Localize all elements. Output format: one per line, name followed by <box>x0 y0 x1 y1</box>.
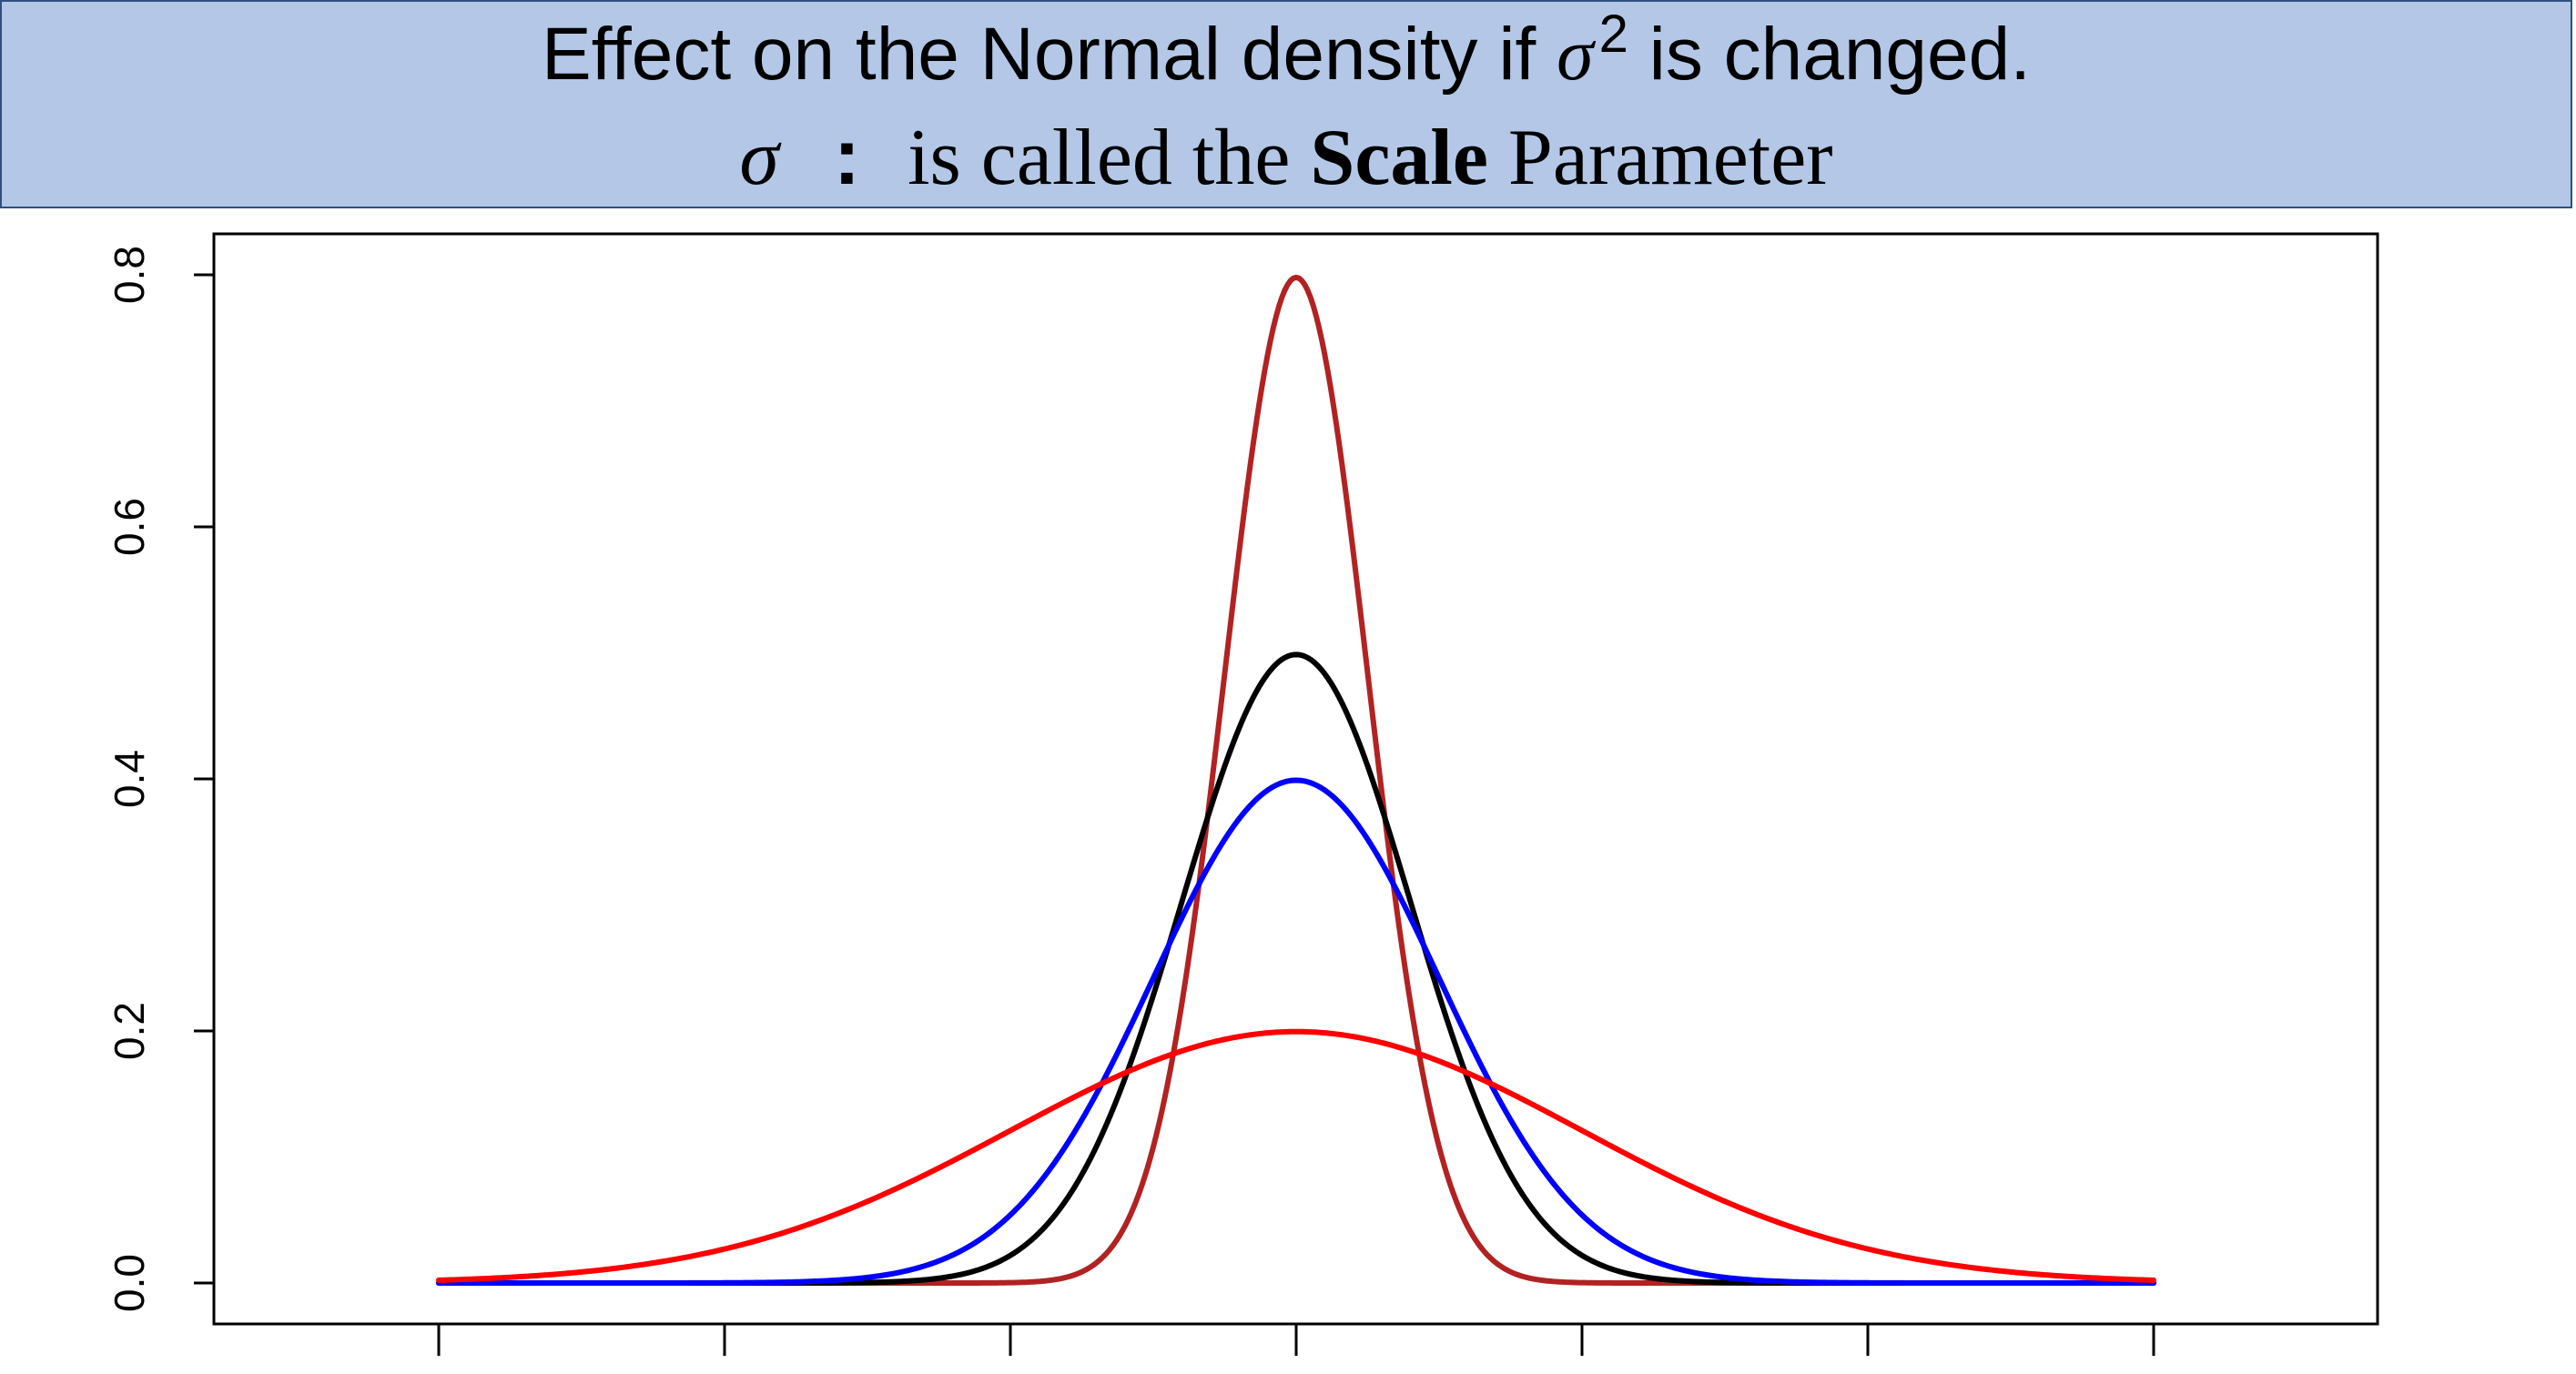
title-line-1-tail: is changed. <box>1628 13 2032 96</box>
scale-word: Scale <box>1310 114 1488 202</box>
sigma-symbol: σ <box>1557 13 1594 96</box>
colon-mark: : <box>833 111 861 201</box>
title-line-2-text: is called the <box>887 114 1311 202</box>
y-tick-label: 0.0 <box>106 1254 153 1312</box>
y-tick-label: 0.4 <box>106 750 153 808</box>
density-curve-2 <box>436 652 2156 1286</box>
y-tick-label: 0.8 <box>106 246 153 304</box>
title-line-2-tail: Parameter <box>1487 114 1833 202</box>
density-curve-4 <box>436 1028 2156 1283</box>
title-line-1-text: Effect on the Normal density if <box>541 13 1557 96</box>
superscript-two: 2 <box>1598 5 1628 64</box>
density-curve-3 <box>436 777 2156 1286</box>
y-tick-label: 0.2 <box>106 1002 153 1060</box>
title-line-2: σ: is called the Scale Parameter <box>2 111 2571 204</box>
y-tick-label: 0.6 <box>106 498 153 556</box>
sigma-symbol: σ <box>739 114 779 202</box>
